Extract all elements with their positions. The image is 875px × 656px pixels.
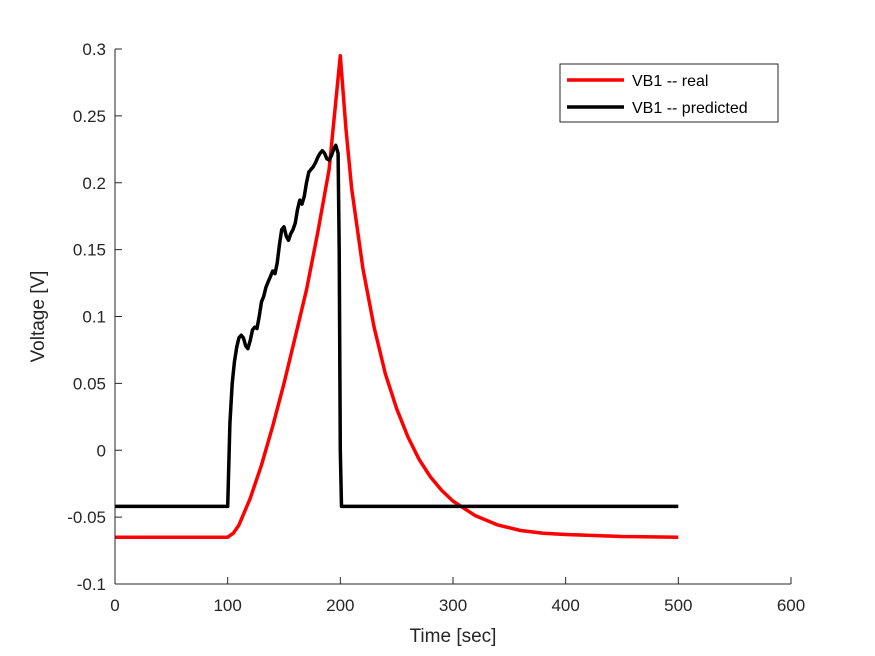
x-tick-label: 400 — [551, 596, 579, 615]
x-tick-label: 300 — [439, 596, 467, 615]
y-tick-label: -0.1 — [77, 575, 106, 594]
y-tick-label: 0.25 — [73, 107, 106, 126]
legend-entries: VB1 -- real VB1 -- predicted — [567, 73, 748, 117]
legend-box — [559, 63, 779, 123]
y-axis-title: Voltage [V] — [28, 271, 49, 363]
legend: VB1 -- real VB1 -- predicted — [559, 63, 779, 123]
y-tick-label: 0.15 — [73, 241, 106, 260]
legend-label: VB1 -- real — [632, 73, 708, 90]
y-tick-label: -0.05 — [67, 508, 106, 527]
series-line-predicted — [115, 143, 679, 509]
x-axis-title: Time [sec] — [410, 626, 497, 647]
y-tick-label: 0 — [97, 441, 106, 460]
y-tick-label: 0.1 — [82, 308, 106, 327]
x-tick-label: 600 — [777, 596, 805, 615]
legend-label: VB1 -- predicted — [632, 100, 748, 117]
y-tick-label: 0.2 — [82, 174, 106, 193]
series-layer — [115, 53, 679, 539]
x-tick-label: 0 — [110, 596, 119, 615]
series-line-real — [115, 53, 679, 539]
x-tick-label: 500 — [664, 596, 692, 615]
axes-layer: 0 100 200 300 400 500 600 -0.1 -0.05 0 0.05 0.1 0.15… — [67, 40, 805, 615]
x-tick-label: 200 — [326, 596, 354, 615]
x-tick-label: 100 — [213, 596, 241, 615]
y-tick-label: 0.05 — [73, 374, 106, 393]
y-tick-label: 0.3 — [82, 40, 106, 59]
